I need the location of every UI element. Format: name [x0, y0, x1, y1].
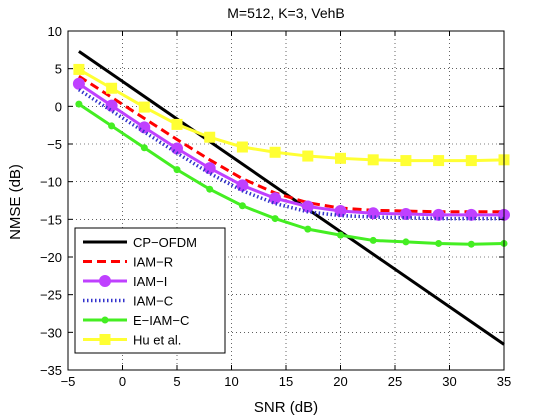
data-point [73, 63, 85, 75]
data-point [75, 100, 83, 108]
chart-title: M=512, K=3, VehB [227, 5, 345, 21]
x-tick-label: 0 [119, 374, 126, 389]
data-point [400, 155, 412, 167]
data-point [465, 155, 477, 167]
x-axis-label: SNR (dB) [254, 399, 318, 416]
data-point [72, 77, 85, 90]
data-point [138, 121, 151, 134]
data-point [435, 239, 443, 247]
data-point [271, 215, 279, 223]
data-point [238, 202, 246, 210]
y-tick-label: −20 [40, 250, 62, 265]
x-tick-label: 30 [442, 374, 456, 389]
data-point [467, 240, 475, 248]
y-tick-label: 5 [55, 62, 62, 77]
legend-label: IAM−R [133, 255, 173, 270]
data-point [206, 185, 214, 193]
legend: CP−OFDM IAM−R IAM−I IAM−C E−IAM−C Hu et al. [74, 227, 226, 354]
data-point [335, 152, 346, 164]
data-point [203, 162, 216, 175]
data-point [337, 231, 344, 239]
legend-label: Hu et al. [133, 333, 181, 348]
x-tick-label: 5 [173, 374, 180, 389]
data-point [269, 146, 281, 158]
y-axis-label: NMSE (dB) [7, 164, 24, 240]
x-tick-label: 20 [333, 374, 347, 389]
series-line-3 [77, 88, 504, 221]
data-point [236, 141, 248, 153]
legend-label: IAM−I [133, 274, 167, 289]
series-line-1 [78, 74, 504, 214]
y-tick-label: 0 [55, 99, 62, 114]
data-point [402, 238, 410, 246]
series-line-4 [78, 102, 505, 246]
data-point [140, 144, 148, 152]
y-tick-label: −15 [40, 212, 62, 227]
series-layer [72, 50, 510, 346]
legend-marker [101, 316, 109, 324]
x-tick-label: 10 [224, 374, 238, 389]
data-point [304, 225, 312, 233]
data-point [105, 99, 118, 112]
legend-label: IAM−C [133, 294, 173, 309]
x-tick-label: 15 [279, 374, 293, 389]
legend-label: CP−OFDM [133, 235, 197, 250]
data-point [367, 154, 379, 166]
axes: −5 0 5 10 15 20 25 30 35 −35 −30 −25 −20 −15 −10 −5 0 5 10 [40, 24, 511, 389]
data-point [334, 205, 347, 218]
data-point [302, 150, 314, 162]
y-tick-label: −25 [40, 288, 62, 303]
legend-marker [99, 334, 111, 345]
y-tick-label: −10 [40, 175, 62, 190]
x-tick-label: −5 [61, 374, 76, 389]
y-tick-label: −30 [40, 325, 62, 340]
data-point [433, 155, 445, 167]
data-point [171, 118, 183, 130]
legend-box [74, 227, 226, 354]
data-point [173, 166, 181, 174]
y-tick-label: −35 [40, 363, 62, 378]
x-tick-label: 35 [497, 374, 511, 389]
x-tick-label: 25 [388, 374, 402, 389]
data-point [367, 207, 380, 220]
data-point [106, 82, 118, 94]
data-point [108, 122, 116, 130]
data-point [138, 101, 150, 113]
data-point [399, 208, 412, 221]
data-point [369, 236, 377, 244]
data-point [269, 192, 282, 205]
y-tick-label: −5 [47, 137, 62, 152]
y-tick-label: 10 [48, 24, 62, 39]
legend-marker [99, 275, 111, 287]
data-point [204, 131, 216, 143]
legend-label: E−IAM−C [133, 313, 189, 328]
